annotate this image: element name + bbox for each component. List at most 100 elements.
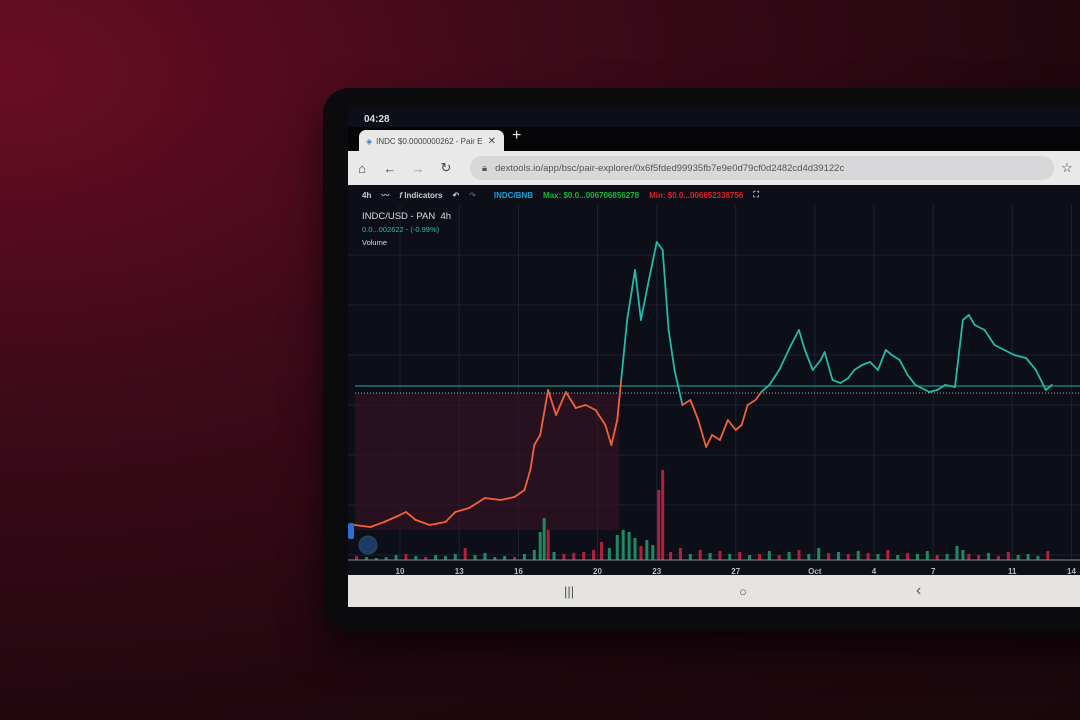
price-line-segment: [667, 329, 676, 371]
new-tab-button[interactable]: +: [512, 127, 522, 144]
price-line-segment: [620, 319, 629, 381]
volume-bar: [546, 530, 550, 560]
volume-bar: [678, 548, 682, 560]
x-tick-label: Oct: [808, 567, 822, 575]
volume-bar: [866, 553, 870, 560]
interval-button[interactable]: 4h: [362, 190, 372, 200]
price-line-segment: [811, 359, 822, 371]
price-line-segment: [778, 344, 792, 371]
pair-label[interactable]: INDC/BNB: [493, 190, 533, 200]
volume-bar: [538, 532, 542, 560]
volume-bar: [955, 546, 959, 560]
price-line-segment: [711, 434, 721, 441]
volume-bar: [592, 550, 596, 560]
address-input[interactable]: 🔒︎ dextools.io/app/bsc/pair-explorer/0x6…: [470, 156, 1054, 180]
price-line-segment: [877, 349, 887, 371]
volume-bar: [807, 554, 811, 560]
price-line-segment: [369, 521, 386, 528]
volume-bar: [532, 550, 536, 560]
redo-icon[interactable]: ↷: [469, 190, 476, 200]
bookmark-star-icon[interactable]: ☆: [1061, 160, 1073, 175]
reload-icon[interactable]: ↻: [440, 160, 452, 175]
price-line-segment: [847, 369, 856, 379]
price-line-segment: [734, 424, 743, 431]
volume-bar: [896, 555, 900, 560]
price-line-segment: [754, 391, 763, 401]
price-line-segment: [1025, 357, 1037, 371]
fullscreen-icon[interactable]: ⛶: [753, 190, 759, 199]
volume-bar: [562, 554, 566, 560]
home-icon[interactable]: ⌂: [358, 160, 366, 176]
x-tick-label: 13: [455, 567, 464, 575]
forward-arrow-icon[interactable]: →: [411, 160, 425, 176]
back-button[interactable]: ‹: [916, 582, 922, 599]
price-line-segment: [574, 404, 587, 409]
volume-bar: [915, 554, 919, 560]
back-arrow-icon[interactable]: ←: [383, 160, 397, 176]
price-line-segment: [768, 369, 781, 386]
volume-label: Volume: [362, 238, 388, 247]
x-tick-label: 27: [731, 567, 740, 575]
price-line-segment: [594, 409, 607, 426]
volume-bar: [615, 535, 619, 560]
volume-bar: [404, 554, 408, 560]
android-nav-bar: ||| ○ ‹: [348, 575, 1080, 607]
close-tab-icon[interactable]: ✕: [487, 135, 496, 147]
volume-bar: [698, 550, 702, 560]
undo-icon[interactable]: ↶: [452, 190, 460, 200]
price-line-segment: [661, 249, 670, 331]
volume-bar: [935, 555, 939, 560]
volume-bar: [473, 555, 477, 560]
price-line-segment: [831, 379, 842, 384]
price-line-segment: [861, 361, 871, 366]
volume-bar: [522, 554, 526, 560]
x-tick-label: 14: [1067, 567, 1076, 575]
price-line-segment: [1035, 369, 1047, 391]
volume-bar: [651, 545, 655, 560]
browser-tab[interactable]: ◈ INDC $0.0000000262 - Pair E ✕: [359, 130, 504, 152]
price-line-segment: [954, 319, 964, 388]
price-line-segment: [760, 384, 771, 393]
indicators-label: Indicators: [404, 190, 443, 200]
volume-bar: [1016, 555, 1020, 560]
price-line-segment: [936, 384, 946, 391]
price-line-segment: [634, 269, 642, 321]
price-line-segment: [1003, 349, 1016, 356]
price-line-segment: [444, 511, 457, 523]
price-line-segment: [920, 387, 931, 393]
max-label: Max: $0.0...006706856278: [543, 190, 640, 200]
volume-bar: [424, 557, 428, 560]
price-line-segment: [928, 389, 939, 393]
volume-bar: [542, 518, 546, 560]
volume-bar: [552, 552, 556, 560]
volume-bar: [434, 555, 438, 560]
chart-legend: INDC/USD - PAN 4h 0.0...002622 - (-0.99%…: [362, 211, 451, 247]
volume-bar: [639, 546, 643, 560]
price-line-segment: [726, 419, 737, 431]
home-button[interactable]: ○: [739, 583, 747, 599]
x-tick-label: 4: [872, 567, 877, 575]
price-line-segment: [353, 524, 372, 528]
cloud-save-icon: [358, 535, 378, 555]
chart-type-icon[interactable]: 〰: [381, 190, 390, 200]
volume-bar: [925, 551, 929, 560]
x-tick-label: 20: [593, 567, 602, 575]
indicators-button[interactable]: f Indicators: [399, 191, 442, 200]
tab-bar: ◈ INDC $0.0000000262 - Pair E ✕ +: [348, 127, 1080, 152]
volume-bar: [945, 554, 949, 560]
recents-button[interactable]: |||: [564, 583, 575, 599]
volume-bar: [1046, 551, 1050, 560]
price-line-segment: [803, 349, 814, 371]
price-line-segment: [428, 521, 447, 526]
x-tick-label: 7: [931, 567, 936, 575]
price-chart[interactable]: 10 13 16 20 23 27 Oct 4 7 11 14: [348, 105, 1080, 575]
price-line-segment: [1044, 384, 1053, 391]
tab-title: INDC $0.0000000262 - Pair E: [376, 136, 483, 146]
volume-bar: [777, 555, 781, 560]
price-line-segment: [914, 384, 923, 389]
volume-bar: [513, 557, 517, 560]
price-line-segment: [890, 354, 901, 361]
volume-bar: [718, 551, 722, 560]
status-time: 04:28: [364, 114, 390, 125]
volume-bar: [621, 530, 625, 560]
